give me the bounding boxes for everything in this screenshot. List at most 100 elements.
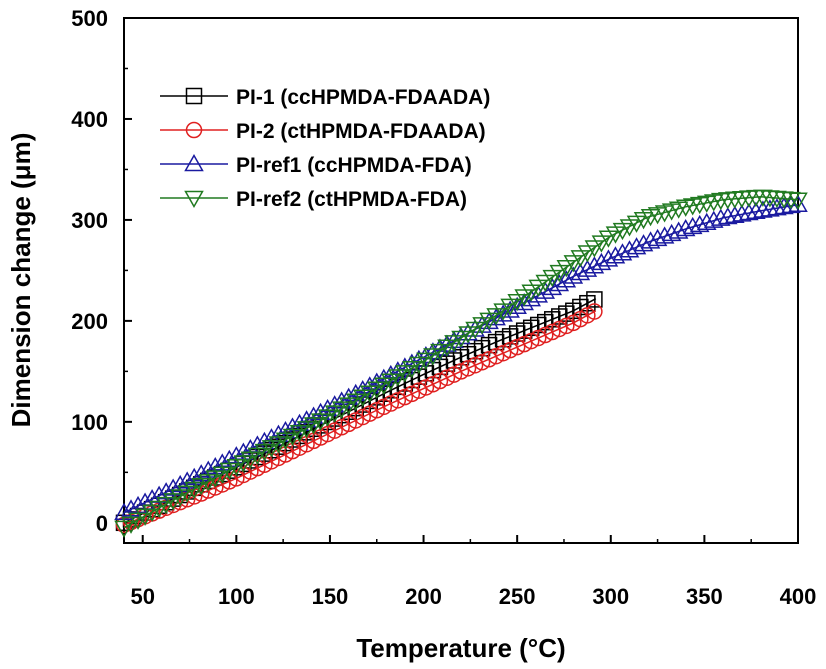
- data-point: [409, 356, 429, 375]
- data-point: [402, 353, 422, 371]
- data-point: [200, 482, 217, 499]
- y-axis-title: Dimension change (μm): [6, 133, 36, 428]
- legend-item: PI-ref1 (ccHPMDA-FDA): [160, 153, 472, 177]
- x-tick-label: 150: [312, 584, 349, 609]
- data-point: [732, 204, 752, 222]
- data-point: [710, 192, 731, 211]
- data-point: [542, 269, 563, 288]
- data-point: [430, 343, 450, 362]
- data-point: [570, 263, 591, 281]
- data-point: [522, 332, 540, 350]
- data-point: [507, 293, 527, 312]
- data-point: [558, 317, 575, 335]
- series-layer: [114, 189, 808, 538]
- data-point: [487, 347, 505, 365]
- data-point: [584, 240, 605, 258]
- data-point: [207, 479, 224, 496]
- data-point: [661, 223, 682, 242]
- y-tick-label: 200: [71, 309, 108, 334]
- data-point: [156, 482, 176, 500]
- data-point: [191, 464, 212, 482]
- data-point: [163, 478, 183, 496]
- data-point: [486, 308, 506, 326]
- data-point: [226, 446, 247, 464]
- data-point: [647, 228, 668, 247]
- data-point: [605, 246, 626, 264]
- data-point: [551, 320, 568, 338]
- legend-item: PI-1 (ccHPMDA-FDAADA): [160, 86, 490, 109]
- data-point: [584, 256, 605, 274]
- x-tick-label: 400: [780, 584, 817, 609]
- data-point: [458, 326, 478, 344]
- data-point: [781, 195, 801, 214]
- x-tick-label: 350: [686, 584, 723, 609]
- data-point: [444, 335, 464, 353]
- data-point: [760, 199, 780, 217]
- data-point: [549, 264, 570, 283]
- data-point: [205, 456, 226, 475]
- data-point: [586, 291, 603, 308]
- x-tick-label: 100: [218, 584, 255, 609]
- data-point: [451, 330, 471, 349]
- data-point: [556, 270, 577, 288]
- data-point: [598, 249, 619, 267]
- data-point: [521, 284, 541, 302]
- y-tick-label: 0: [96, 511, 108, 536]
- y-tick-label: 300: [71, 208, 108, 233]
- data-point: [219, 449, 240, 468]
- data-point: [591, 252, 612, 271]
- axis-ticks: 50 100 150 200 250 300 350 400 0 100 200 300 400 500: [71, 6, 816, 609]
- data-point: [508, 338, 526, 356]
- data-point: [529, 329, 547, 347]
- data-point: [682, 216, 703, 235]
- legend-marker: [184, 190, 204, 209]
- data-point: [626, 237, 647, 255]
- data-point: [696, 212, 717, 231]
- data-point: [501, 341, 519, 359]
- data-point: [395, 365, 415, 383]
- data-point: [184, 467, 204, 486]
- data-point: [473, 354, 491, 371]
- legend-item: PI-2 (ctHPMDA-FDAADA): [160, 120, 486, 143]
- data-point: [381, 373, 401, 391]
- data-point: [577, 259, 598, 277]
- data-point: [500, 298, 520, 316]
- legend-marker: [185, 87, 203, 105]
- data-point: [452, 363, 470, 380]
- data-point: [654, 226, 675, 244]
- data-point: [586, 303, 603, 320]
- data-point: [544, 323, 561, 341]
- data-point: [479, 312, 499, 330]
- data-point: [437, 339, 457, 357]
- data-point: [739, 203, 759, 221]
- data-point: [633, 234, 654, 252]
- legend-marker: [185, 121, 203, 139]
- data-point: [689, 214, 710, 233]
- series-line: [123, 310, 597, 526]
- data-point: [514, 292, 534, 311]
- y-tick-label: 400: [71, 107, 108, 132]
- data-point: [710, 208, 731, 226]
- data-point: [556, 259, 577, 278]
- data-point: [577, 245, 598, 263]
- legend-label: PI-ref2 (ctHPMDA-FDA): [236, 188, 467, 211]
- data-point: [296, 410, 317, 428]
- data-point: [725, 205, 745, 223]
- legend-item: PI-ref2 (ctHPMDA-FDA): [160, 188, 467, 211]
- data-point: [430, 338, 450, 356]
- data-point: [612, 243, 633, 261]
- data-point: [459, 360, 477, 377]
- data-point: [591, 235, 612, 253]
- data-point: [416, 345, 436, 364]
- x-tick-label: 50: [130, 584, 154, 609]
- data-point: [563, 255, 584, 273]
- data-point: [423, 348, 443, 366]
- data-point: [465, 321, 485, 339]
- data-point: [675, 218, 696, 237]
- data-point: [549, 274, 570, 292]
- data-point: [774, 197, 794, 215]
- data-point: [668, 221, 689, 239]
- y-tick-label: 100: [71, 410, 108, 435]
- legend-label: PI-ref1 (ccHPMDA-FDA): [236, 154, 472, 177]
